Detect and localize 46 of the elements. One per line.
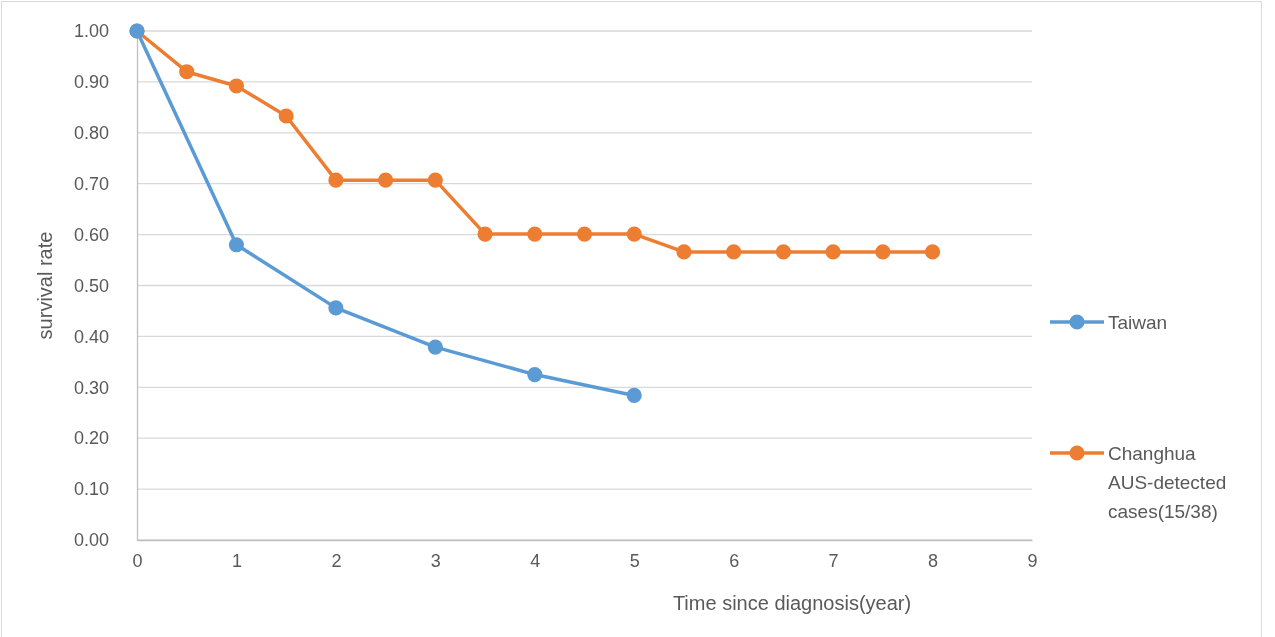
point (179, 64, 195, 80)
y-tick-label: 0.40 (73, 326, 109, 347)
y-tick-label: 0.20 (73, 428, 109, 449)
point (427, 339, 443, 355)
x-tick-label: 8 (928, 550, 939, 571)
x-tick-label: 0 (132, 550, 143, 571)
point (825, 244, 841, 260)
point (427, 172, 443, 188)
x-axis-title: Time since diagnosis(year) (672, 592, 912, 614)
x-tick-label: 5 (629, 550, 640, 571)
x-tick-label: 1 (231, 550, 242, 571)
point (626, 387, 642, 403)
point (527, 367, 543, 383)
x-tick-label: 3 (430, 550, 441, 571)
x-tick-label: 6 (729, 550, 740, 571)
point (228, 237, 245, 253)
point (378, 172, 394, 188)
point (278, 108, 294, 124)
y-tick-label: 0.90 (73, 72, 109, 93)
legend-label: Changhua AUS-detected cases(15/38) (1108, 443, 1227, 522)
x-tick-label: 4 (530, 550, 541, 571)
point (626, 226, 642, 242)
y-tick-label: 0.70 (73, 173, 109, 194)
point (576, 226, 593, 242)
point (775, 244, 791, 260)
x-tick-label: 2 (331, 550, 342, 571)
y-tick-label: 0.00 (73, 530, 109, 551)
x-tick-label: 7 (828, 550, 839, 571)
x-tick-label: 9 (1027, 550, 1038, 571)
y-tick-label: 0.60 (73, 224, 109, 245)
y-axis-title: survival rate (34, 231, 56, 340)
y-tick-label: 0.10 (73, 479, 109, 500)
point (875, 244, 891, 260)
point (328, 300, 344, 316)
y-tick-label: 0.50 (73, 275, 109, 296)
point (527, 226, 543, 242)
legend-label: Taiwan (1108, 312, 1168, 333)
point (726, 244, 742, 260)
y-tick-label: 0.30 (73, 377, 109, 398)
point (328, 172, 344, 188)
y-tick-label: 1.00 (73, 21, 109, 42)
y-tick-label: 0.80 (73, 123, 109, 144)
point (477, 226, 493, 242)
point (228, 78, 245, 94)
point (924, 244, 941, 260)
point (676, 244, 692, 260)
